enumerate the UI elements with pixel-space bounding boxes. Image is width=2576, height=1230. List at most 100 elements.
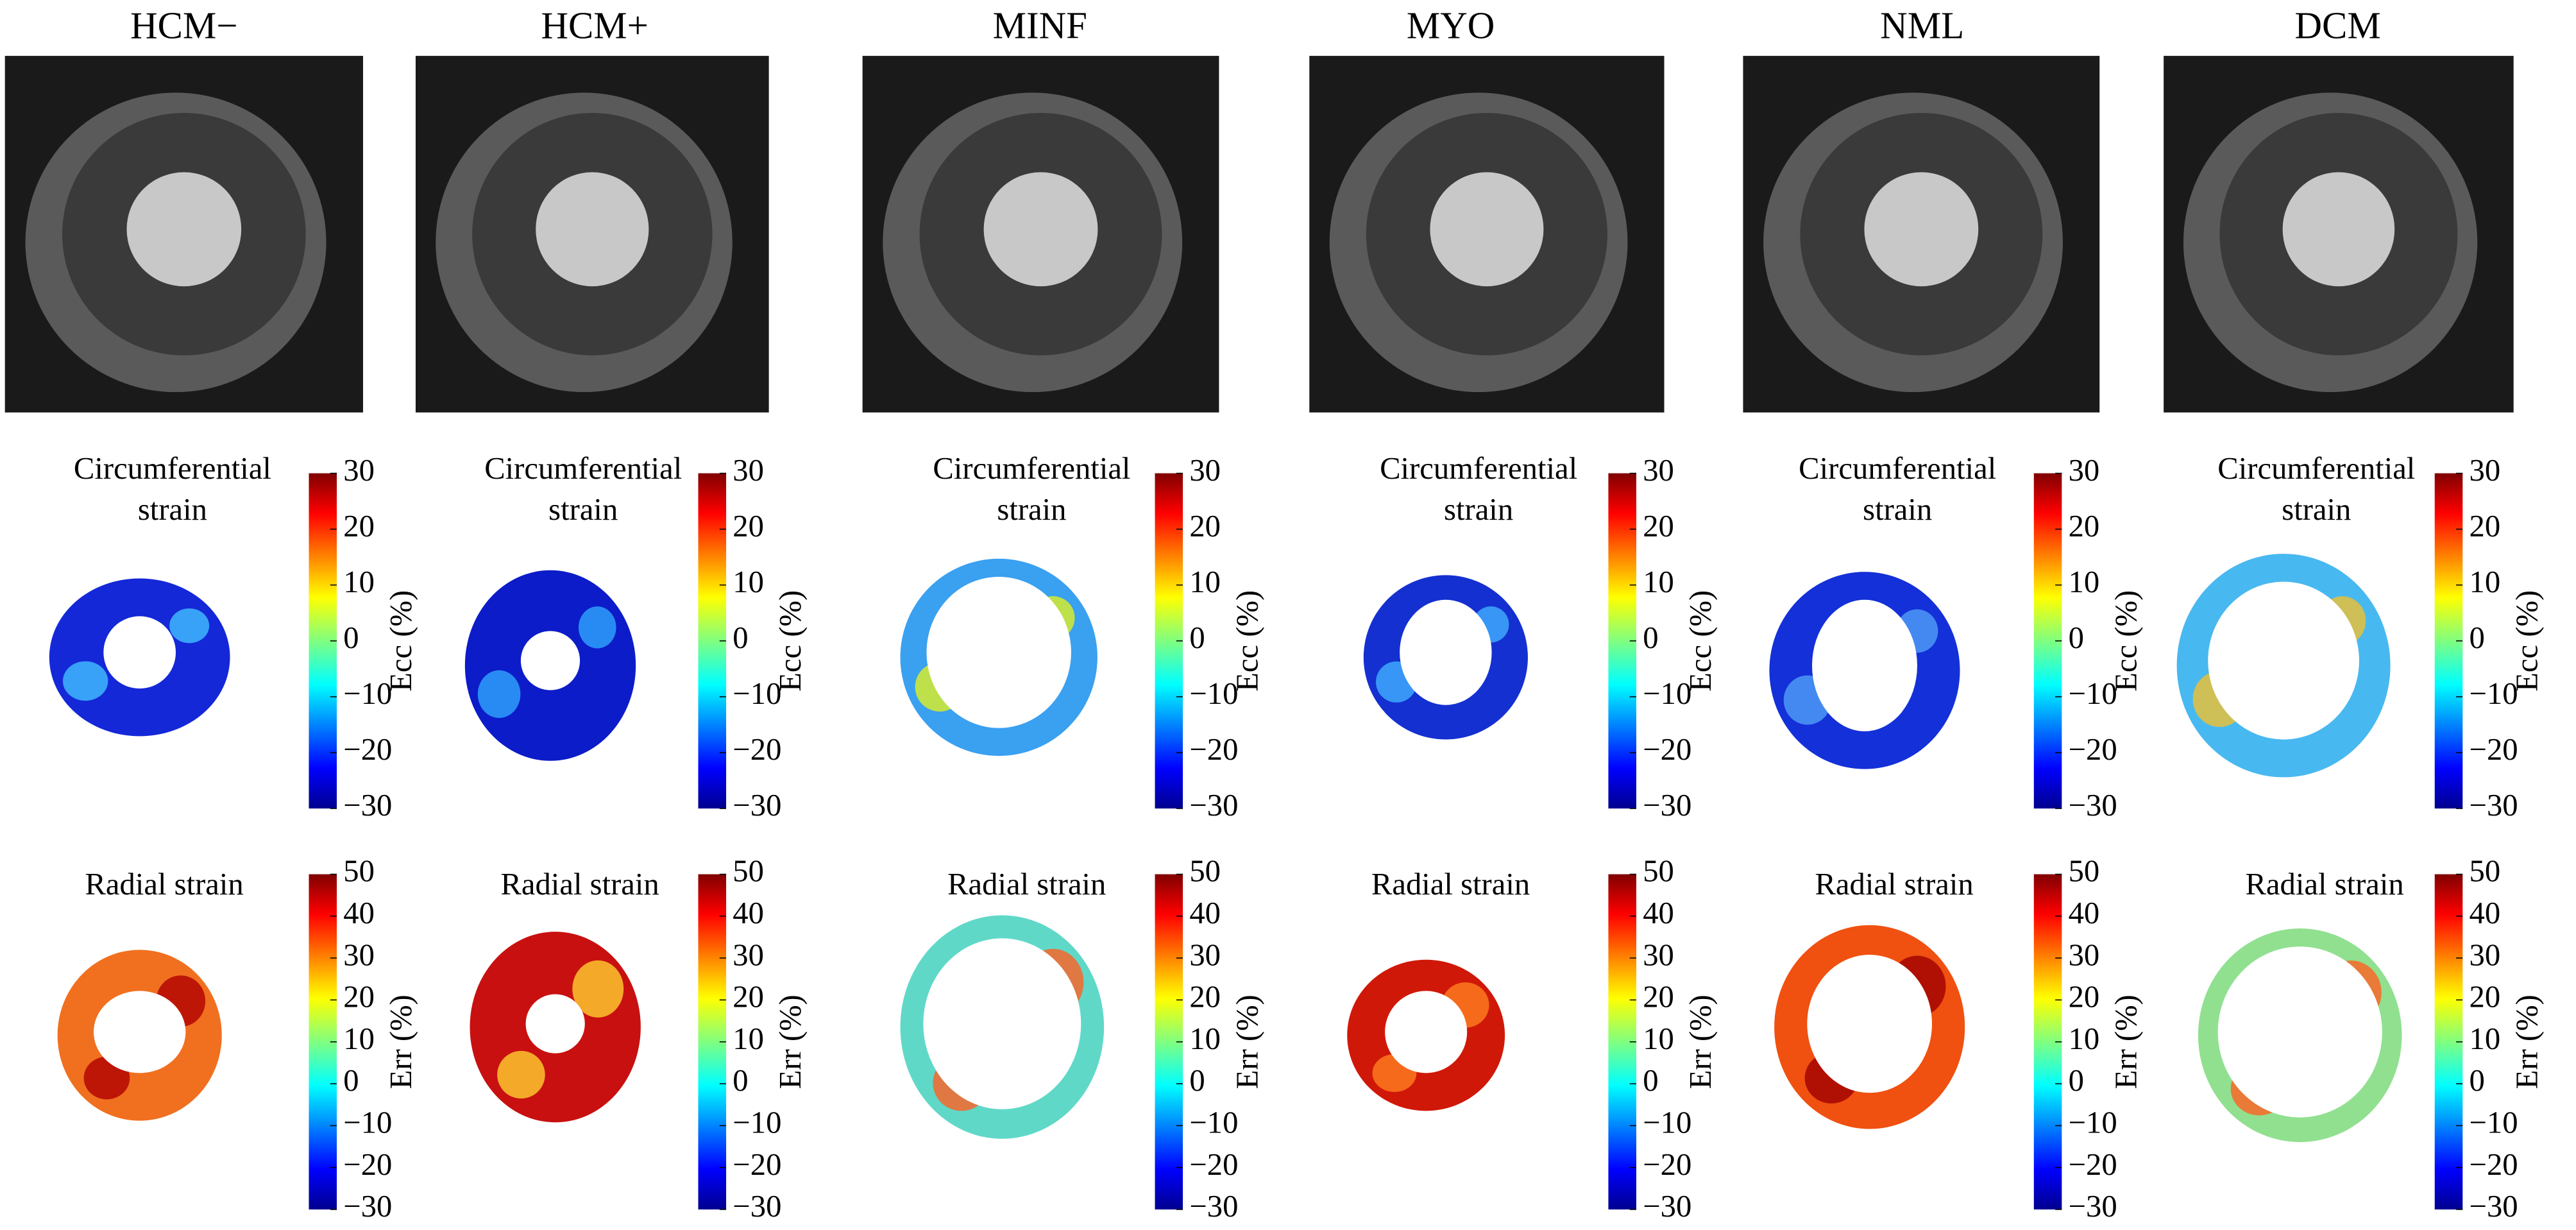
colorbar-tick-label: −20 [343, 732, 392, 767]
colorbar-tick-label: 30 [733, 937, 764, 972]
colorbar-tick-label: −10 [2470, 1106, 2518, 1140]
colorbar-tick-label: 30 [1189, 453, 1221, 488]
colorbar-tick-label: 30 [2470, 937, 2501, 972]
colorbar-tick-label: −30 [733, 788, 781, 823]
colorbar-tick-label: 10 [733, 565, 764, 599]
column-title: NML [1880, 5, 1964, 47]
colorbar-tick-label: −30 [2069, 1189, 2117, 1224]
mri-blood-pool [1430, 172, 1544, 287]
colorbar-tick-label: 30 [2069, 453, 2100, 488]
colorbar-tick-label: 10 [1643, 1021, 1674, 1056]
colorbar-tick-label: 10 [2470, 565, 2501, 599]
colorbar-tick-label: −30 [343, 788, 392, 823]
colorbar-tick-label: 50 [733, 854, 764, 889]
colorbar-tick-label: −30 [2470, 1189, 2518, 1224]
panel-title: Circumferential [1380, 451, 1577, 486]
colorbar-tick-label: 0 [2470, 620, 2485, 655]
colorbar-tick-label: 20 [343, 509, 375, 543]
colorbar-tick-label: −30 [1643, 1189, 1691, 1224]
colorbar-tick-label: 20 [1643, 509, 1674, 543]
strain-map-hole [2217, 946, 2382, 1118]
colorbar-tick-label: 40 [1643, 896, 1674, 930]
colorbar-tick-label: 30 [1189, 937, 1221, 972]
colorbar-label: Ecc (%) [773, 590, 808, 692]
strain-map-hole [1812, 599, 1917, 731]
colorbar-tick-label: −10 [1643, 1106, 1691, 1140]
colorbar-tick-label: 20 [1643, 980, 1674, 1014]
colorbar-tick-label: −10 [2470, 676, 2518, 711]
colorbar-tick-label: −30 [2069, 788, 2117, 823]
colorbar-label: Ecc (%) [384, 590, 418, 692]
colorbar-tick-label: 10 [2069, 565, 2100, 599]
colorbar-label: Ecc (%) [2109, 590, 2144, 692]
colorbar-tick-label: −20 [2470, 1147, 2518, 1182]
colorbar-tick-label: 30 [2069, 937, 2100, 972]
colorbar-tick-label: 0 [2069, 1063, 2084, 1098]
colorbar-tick-label: −20 [1643, 732, 1691, 767]
panel-title: strain [1444, 492, 1513, 527]
colorbar-tick-label: 30 [1643, 453, 1674, 488]
colorbar-label: Err (%) [2509, 995, 2544, 1089]
colorbar-tick-label: −30 [1643, 788, 1691, 823]
colorbar-tick-label: 50 [343, 854, 375, 889]
colorbar-tick-label: 30 [1643, 937, 1674, 972]
panel-title: strain [2282, 492, 2351, 527]
panel-title: strain [548, 492, 618, 527]
colorbar-tick-label: −10 [343, 676, 392, 711]
colorbar-tick-label: 50 [2470, 854, 2501, 889]
colorbar-tick-label: −20 [1189, 1147, 1238, 1182]
colorbar-tick-label: −30 [1189, 1189, 1238, 1224]
colorbar-label: Err (%) [384, 995, 418, 1089]
colorbar-tick-label: 0 [2470, 1063, 2485, 1098]
strain-map-hole [93, 991, 186, 1073]
colorbar-tick-label: −30 [1189, 788, 1238, 823]
colorbar-tick-label: 50 [2069, 854, 2100, 889]
mri-blood-pool [126, 172, 242, 287]
colorbar-tick-label: 10 [1189, 1021, 1221, 1056]
strain-patch [572, 960, 624, 1018]
strain-map-hole [2208, 581, 2359, 740]
mri-blood-pool [536, 172, 649, 287]
colorbar-label: Ecc (%) [1683, 590, 1718, 692]
colorbar-tick-label: 0 [1643, 1063, 1658, 1098]
strain-patch [169, 608, 210, 644]
column-title: MINF [993, 5, 1087, 47]
panel-title: Radial strain [85, 867, 243, 901]
colorbar-tick-label: −10 [733, 1106, 781, 1140]
mri-blood-pool [1864, 172, 1979, 287]
colorbar-tick-label: 30 [2470, 453, 2501, 488]
panel-title: strain [997, 492, 1066, 527]
strain-map-hole [1807, 955, 1932, 1093]
strain-map-hole [103, 616, 176, 689]
colorbar-tick-label: −20 [2069, 732, 2117, 767]
colorbar-tick-label: −10 [733, 676, 781, 711]
colorbar-label: Ecc (%) [2509, 590, 2544, 692]
column-title: MYO [1407, 5, 1495, 47]
colorbar-tick-label: 10 [733, 1021, 764, 1056]
colorbar-label: Ecc (%) [1230, 590, 1264, 692]
mri-blood-pool [2282, 172, 2395, 287]
colorbar-label: Err (%) [2109, 995, 2144, 1089]
colorbar-tick-label: −20 [2470, 732, 2518, 767]
colorbar-tick-label: 30 [343, 453, 375, 488]
colorbar-tick-label: 20 [343, 980, 375, 1014]
strain-map-hole [1400, 599, 1492, 705]
colorbar-tick-label: 20 [1189, 980, 1221, 1014]
colorbar-tick-label: 20 [2470, 509, 2501, 543]
colorbar-tick-label: 20 [2069, 509, 2100, 543]
colorbar-tick-label: 10 [2470, 1021, 2501, 1056]
panel-title: Radial strain [500, 867, 659, 901]
colorbar-tick-label: 50 [1643, 854, 1674, 889]
colorbar-tick-label: −10 [1643, 676, 1691, 711]
colorbar-tick-label: 0 [733, 620, 748, 655]
panel-title: Circumferential [74, 451, 271, 486]
strain-map-hole [525, 994, 585, 1054]
strain-patch [62, 661, 108, 701]
colorbar-tick-label: 10 [343, 1021, 375, 1056]
colorbar-tick-label: 30 [343, 937, 375, 972]
panel-title: Radial strain [2245, 867, 2403, 901]
colorbar-tick-label: 20 [733, 509, 764, 543]
strain-map-hole [1385, 991, 1468, 1073]
column-title: HCM+ [541, 5, 648, 47]
colorbar-tick-label: 0 [1189, 620, 1205, 655]
